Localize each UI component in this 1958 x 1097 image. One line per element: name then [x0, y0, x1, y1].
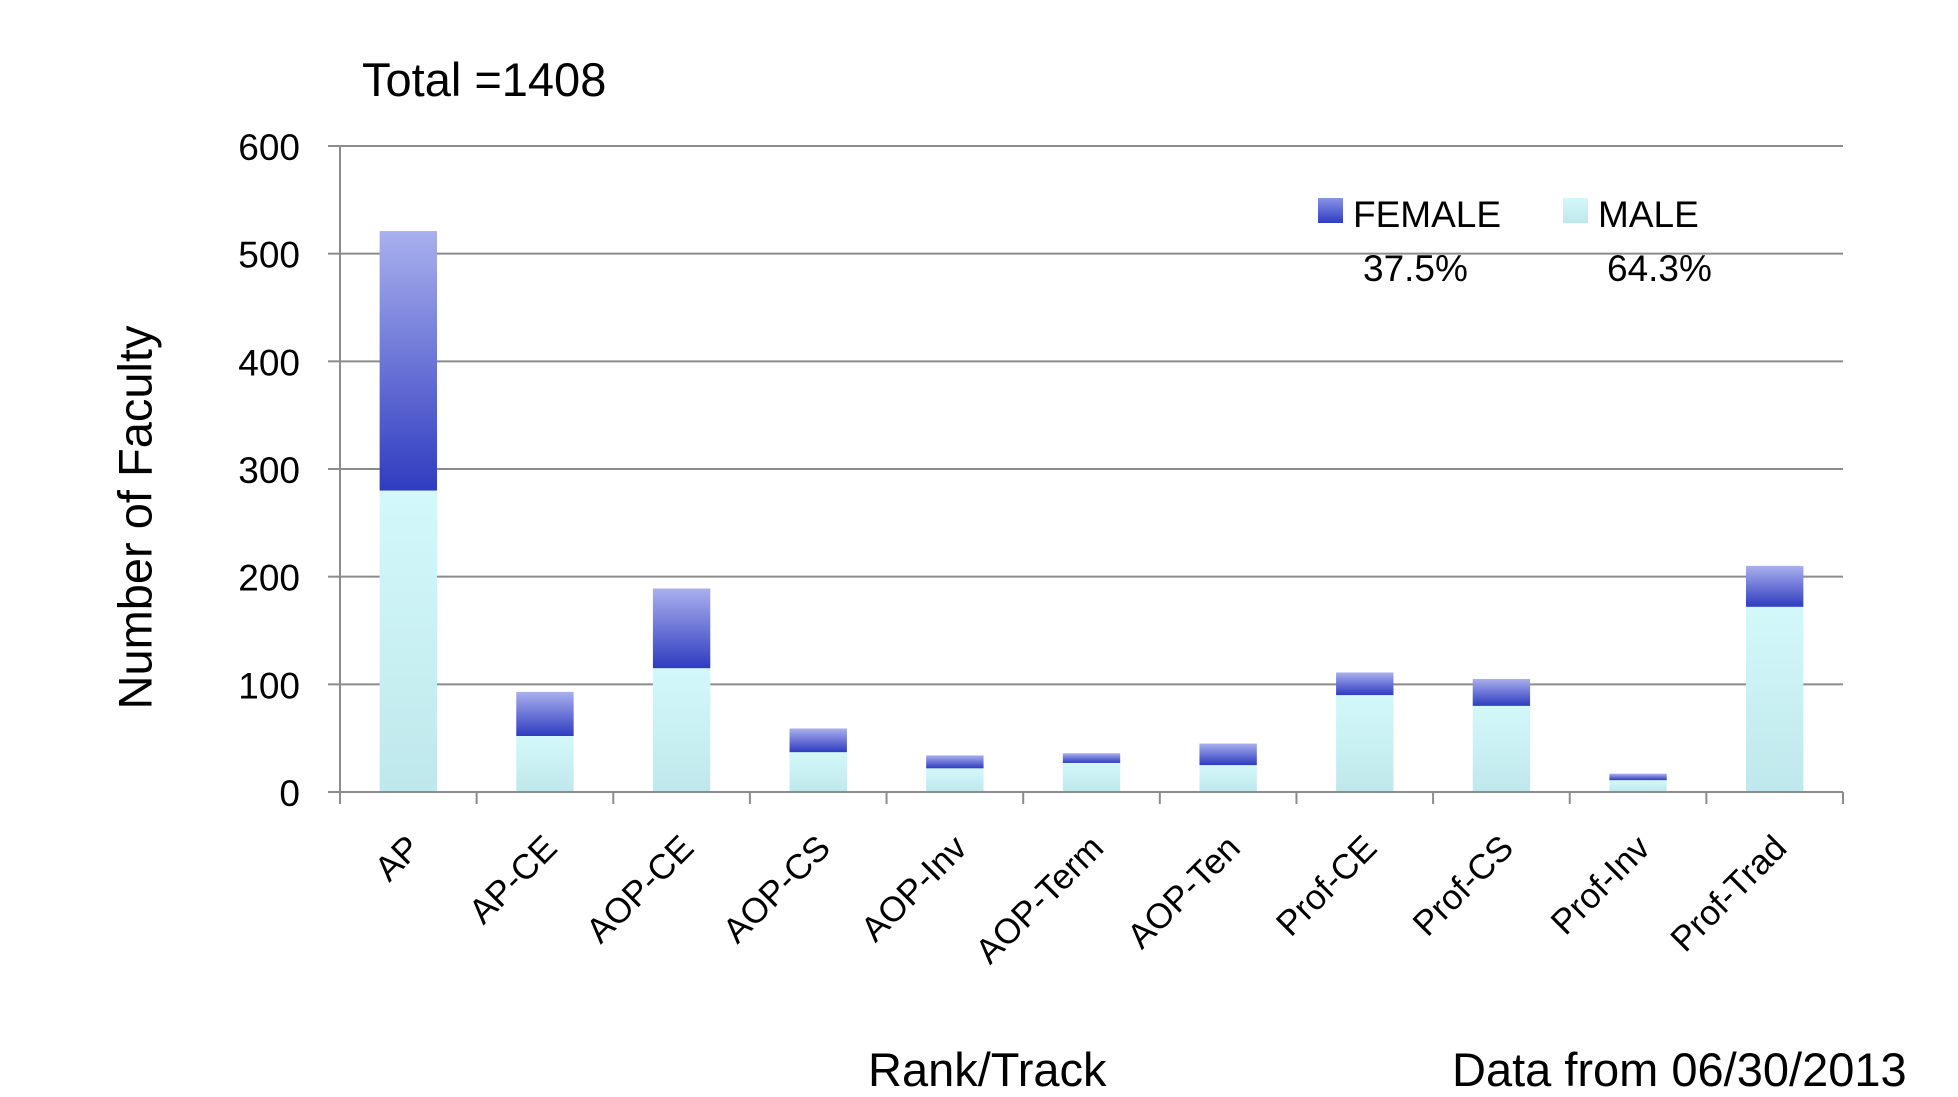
legend-label-female: FEMALE	[1353, 194, 1501, 235]
bar-female-aop-ce	[652, 588, 711, 669]
x-tick-label: AOP-CS	[715, 828, 837, 950]
bar-male-aop-inv	[926, 768, 984, 792]
bar-male-aop-ce	[652, 668, 711, 792]
x-tick-label: AP-CE	[461, 828, 564, 931]
bar-male-aop-cs	[789, 752, 847, 792]
bar-male-prof-trad	[1745, 606, 1804, 792]
bar-female-prof-inv	[1609, 773, 1667, 781]
legend-percent-male: 64.3%	[1607, 248, 1712, 289]
bar-male-prof-ce	[1336, 695, 1394, 792]
chart-title: Total =1408	[362, 53, 607, 106]
bar-female-prof-ce	[1336, 672, 1394, 696]
x-tick-label: Prof-CS	[1405, 828, 1521, 944]
y-tick-label: 600	[238, 127, 300, 168]
bar-male-aop-ten	[1199, 765, 1257, 792]
legend-swatch-female	[1318, 198, 1343, 223]
y-tick-label: 100	[238, 665, 300, 706]
bar-female-ap	[379, 231, 438, 491]
legend-swatch-male	[1563, 198, 1588, 223]
y-tick-label: 200	[238, 558, 300, 599]
bar-male-prof-inv	[1609, 780, 1667, 792]
bar-male-aop-term	[1062, 762, 1121, 792]
x-tick-label: Prof-Trad	[1663, 828, 1794, 959]
bar-female-ap-ce	[516, 691, 574, 737]
bar-female-prof-trad	[1745, 565, 1804, 607]
bar-female-prof-cs	[1472, 678, 1531, 706]
bar-male-prof-cs	[1472, 705, 1531, 792]
bar-female-aop-ten	[1199, 743, 1257, 766]
y-tick-label: 300	[238, 450, 300, 491]
x-tick-label: AOP-CE	[579, 828, 701, 950]
y-tick-label: 400	[238, 342, 300, 383]
y-tick-label: 500	[238, 235, 300, 276]
x-tick-label: AP	[367, 828, 428, 889]
bar-male-ap	[379, 490, 438, 792]
x-tick-label: AOP-Ten	[1120, 828, 1248, 956]
bar-female-aop-term	[1062, 753, 1121, 763]
legend-label-male: MALE	[1598, 194, 1699, 235]
bar-male-ap-ce	[516, 736, 574, 792]
bar-female-aop-cs	[789, 728, 847, 753]
x-tick-label: AOP-Inv	[853, 828, 974, 949]
bar-female-aop-inv	[926, 755, 984, 769]
x-tick-label: Prof-CE	[1269, 828, 1385, 944]
y-tick-label: 0	[279, 773, 300, 814]
legend-percent-female: 37.5%	[1363, 248, 1468, 289]
x-tick-label: AOP-Term	[968, 828, 1111, 971]
x-tick-label: Prof-Inv	[1543, 828, 1658, 943]
